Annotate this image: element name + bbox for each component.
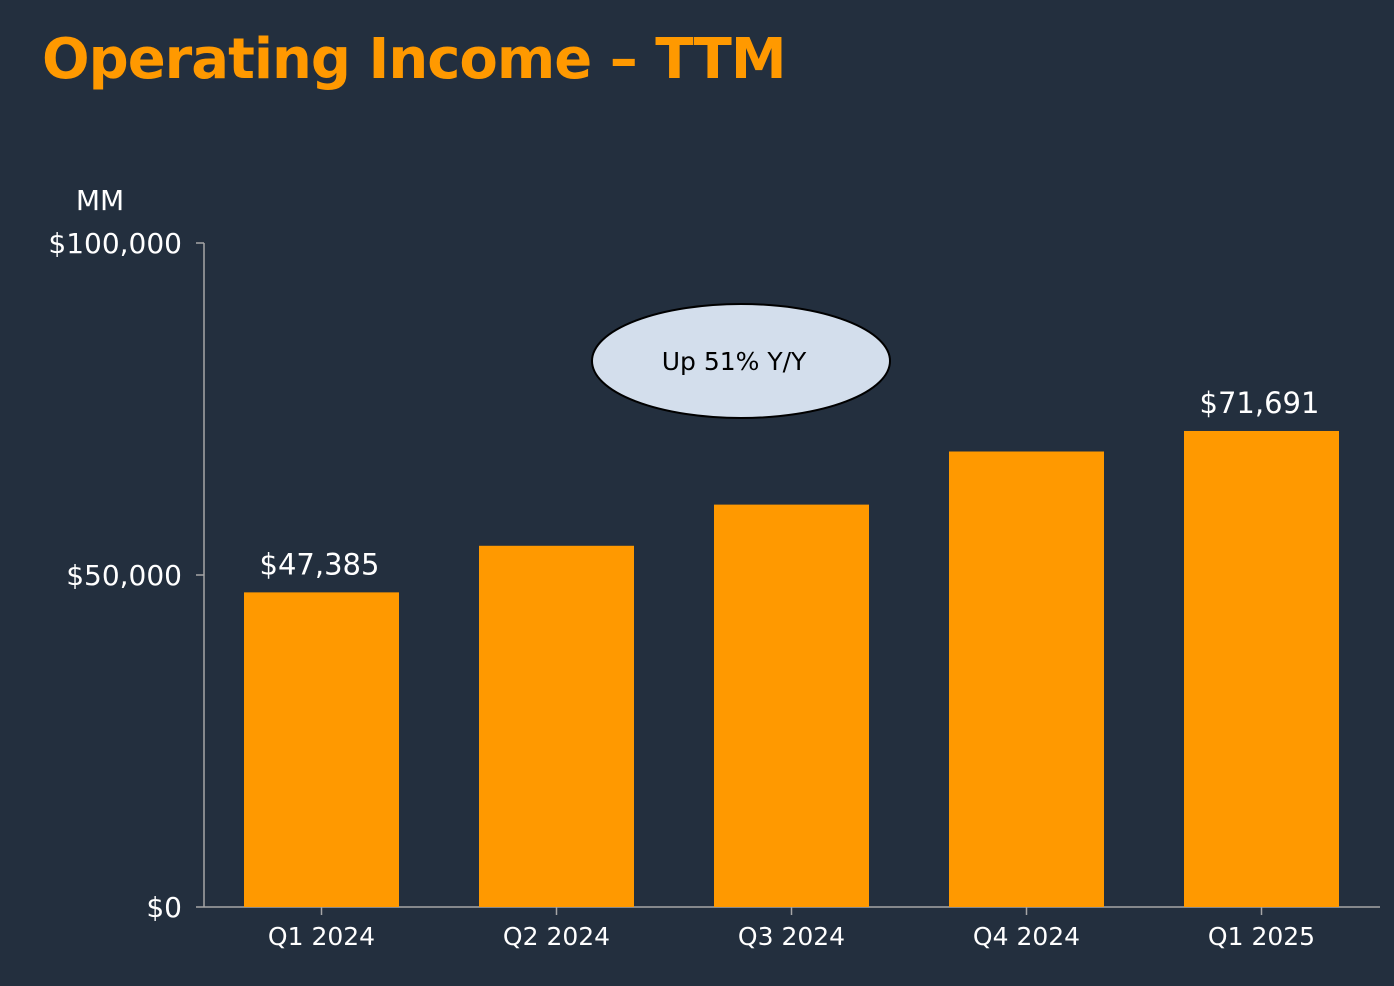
- x-tick-label: Q4 2024: [973, 922, 1080, 951]
- data-labels: $47,385 $71,691: [260, 386, 1320, 581]
- data-label: $71,691: [1200, 386, 1320, 420]
- callout-bubble: [591, 303, 891, 419]
- data-label: $47,385: [260, 547, 380, 581]
- bar: [949, 451, 1104, 907]
- x-tick-label: Q2 2024: [503, 922, 610, 951]
- x-tick-label: Q3 2024: [738, 922, 845, 951]
- y-tick-label: $0: [146, 891, 182, 924]
- bar: [1184, 430, 1339, 907]
- unit-label: MM: [76, 184, 124, 217]
- bar: [244, 592, 399, 907]
- bar: [479, 545, 634, 907]
- bar-series: [244, 430, 1339, 907]
- y-axis: $0 $50,000 $100,000: [48, 227, 205, 924]
- x-axis: Q1 2024 Q2 2024 Q3 2024 Q4 2024 Q1 2025: [204, 906, 1380, 951]
- callout-text: Up 51% Y/Y: [662, 347, 807, 376]
- bar: [714, 504, 869, 907]
- y-tick-label: $100,000: [48, 227, 182, 260]
- y-tick-label: $50,000: [66, 559, 182, 592]
- x-tick-label: Q1 2024: [268, 922, 375, 951]
- growth-callout: Up 51% Y/Y: [591, 303, 891, 419]
- page-title: Operating Income – TTM: [42, 27, 787, 92]
- x-tick-label: Q1 2025: [1208, 922, 1315, 951]
